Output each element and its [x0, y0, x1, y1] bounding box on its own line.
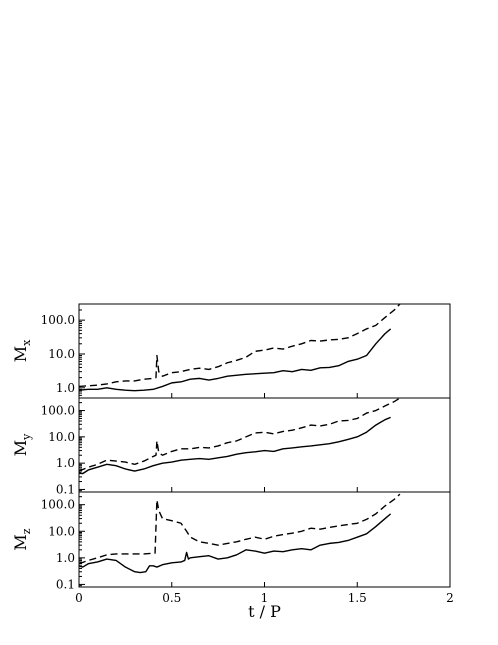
y-tick-label-x: 10.0 [48, 347, 75, 361]
y-tick-label-y: 0.1 [56, 482, 75, 496]
y-axis-label-z: Mz [11, 528, 33, 550]
y-tick-label-z: 100.0 [41, 498, 75, 512]
y-tick-label-y: 1.0 [56, 456, 75, 470]
chart-panels: 1.0 10.0 100.0 Mx 0.1 1.0 10.0 100.0 My 0.1 1.0 10.… [11, 303, 451, 591]
series-dashed-y [79, 398, 401, 472]
y-tick-label-y: 100.0 [41, 404, 75, 418]
x-tick-label: 2 [446, 591, 454, 605]
shared-x-axis: 0 0.5 1 1.5 2 t / P [75, 591, 454, 621]
x-tick-label: 0.5 [162, 591, 181, 605]
panel-x: 1.0 10.0 100.0 Mx [11, 303, 451, 399]
y-tick-label-z: 1.0 [56, 551, 75, 565]
y-tick-label-z: 0.1 [56, 577, 75, 591]
panel-y: 0.1 1.0 10.0 100.0 My [11, 397, 451, 496]
y-tick-label-z: 10.0 [48, 524, 75, 538]
x-tick-label: 1 [261, 591, 269, 605]
y-tick-label-x: 100.0 [41, 313, 75, 327]
x-tick-label: 0 [75, 591, 83, 605]
panel-frame-z [78, 491, 451, 588]
y-axis-label-y: My [11, 433, 33, 456]
y-tick-label-y: 10.0 [48, 430, 75, 444]
panel-frame-x [78, 303, 451, 399]
y-tick-label-x: 1.0 [56, 381, 75, 395]
panel-z: 0.1 1.0 10.0 100.0 Mz [11, 491, 451, 591]
series-dashed-x [79, 304, 401, 388]
panel-frame-y [78, 397, 451, 493]
y-axis-label-x: Mx [11, 339, 33, 362]
series-solid-y [79, 416, 391, 475]
series-dashed-z [79, 493, 401, 565]
series-solid-x [79, 328, 392, 392]
series-solid-z [79, 513, 392, 574]
x-axis-label: t / P [248, 602, 281, 621]
x-tick-label: 1.5 [348, 591, 367, 605]
